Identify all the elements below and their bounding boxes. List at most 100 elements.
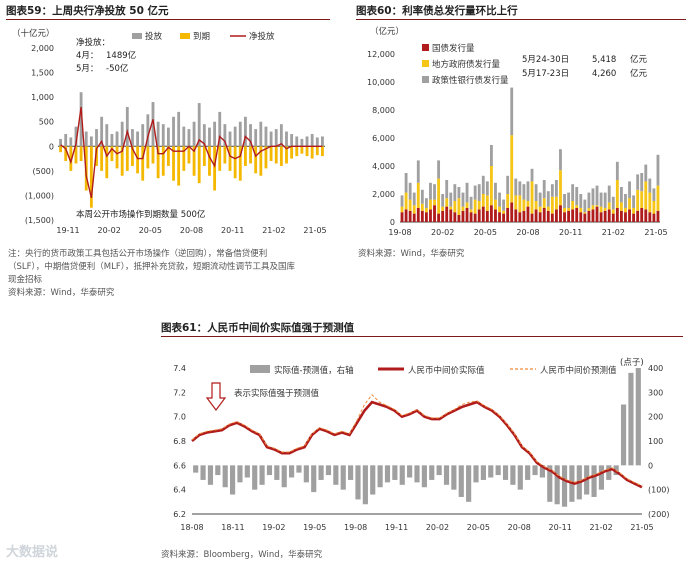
fig59-bar-inject (166, 127, 170, 147)
fig59-bar-inject (269, 131, 273, 147)
fig59-xtick-label: 20-11 (221, 226, 244, 235)
fig61-xtick-label: 19-05 (303, 523, 326, 532)
fig60-bar-policy (611, 196, 615, 210)
fig60-bar-gov (514, 209, 518, 222)
fig59-bar-mature (187, 146, 191, 164)
fig60-bar-local (502, 210, 506, 214)
fig61-ytick-label: 7.2 (173, 388, 186, 397)
fig59-bar-inject (321, 136, 324, 147)
fig60-bar-gov (632, 213, 636, 222)
fig60-bar-policy (526, 181, 530, 201)
fig60-bar-local (644, 181, 648, 210)
fig61-bar-diff (517, 465, 523, 490)
fig59-bar-inject (213, 121, 217, 147)
fig59-legend-inject-swatch (132, 33, 142, 39)
fig61-bar-diff (451, 465, 457, 490)
fig60-legend-gov-swatch (422, 44, 429, 51)
fig60-bar-gov (611, 213, 615, 222)
fig60-bar-policy (522, 184, 526, 200)
fig60-bar-policy (619, 187, 623, 203)
fig60-bar-policy (534, 184, 538, 201)
fig60-bar-policy (636, 174, 640, 190)
fig59-bar-inject (120, 121, 124, 147)
fig60-bar-gov (506, 208, 510, 222)
fig59-bar-inject (249, 124, 252, 147)
fig60-bar-local (591, 205, 595, 210)
fig59-bar-mature (315, 146, 319, 156)
fig61-y2tick-label: (200) (648, 510, 670, 519)
fig60-bar-gov (534, 209, 538, 222)
fig61-bar-diff (525, 465, 531, 480)
fig61-xtick-label: 20-11 (549, 523, 572, 532)
fig60-bar-policy (550, 184, 554, 197)
fig61-bar-diff (193, 465, 199, 473)
fig59-bar-inject (156, 121, 160, 147)
fig59-bar-mature (136, 146, 139, 174)
fig60-bar-gov (449, 209, 453, 222)
fig59-bar-inject (110, 134, 114, 147)
fig60-bar-gov (473, 213, 477, 222)
fig61-bar-diff (606, 465, 612, 480)
fig59-bar-inject (125, 106, 129, 147)
fig60-bar-local (420, 203, 424, 211)
fig59-bar-mature (100, 146, 104, 171)
fig60-bar-local (400, 206, 404, 213)
fig60-bar-local (449, 206, 453, 210)
fig59-chart: （十亿元） (1,500) (1,000) (500) 0 500 1,000 1,500 2… (12, 28, 327, 235)
fig61-bar-diff (318, 465, 324, 480)
fig59-bar-inject (59, 138, 62, 147)
fig60-ytick-label: 0 (390, 218, 395, 227)
fig59-ytick-label: 1,500 (31, 69, 54, 78)
fig60-bar-policy (538, 192, 542, 207)
fig61-y2tick-label: 200 (648, 413, 663, 422)
fig61-y2tick-label: 100 (648, 437, 663, 446)
fig59-bar-mature (120, 146, 124, 176)
fig61-ytick-label: 6.2 (173, 510, 186, 519)
fig61-bar-diff (554, 465, 560, 505)
fig60-bar-local (567, 208, 571, 211)
fig59-bar-inject (274, 129, 278, 147)
fig60-xtick-label: 21-02 (602, 228, 625, 235)
fig59-anno-may-val: -50亿 (106, 63, 128, 74)
fig60-bar-policy (412, 192, 416, 206)
fig61-xtick-label: 19-02 (262, 523, 285, 532)
fig61-arrow-label: 表示实际值强于预测值 (234, 388, 320, 399)
fig59-bar-inject (141, 124, 145, 147)
fig60-bar-gov (587, 210, 591, 222)
fig61-bar-diff (495, 465, 501, 476)
fig61-source: 资料来源：Bloomberg，Wind，华泰研究 (161, 550, 323, 560)
fig60-bar-gov (619, 210, 623, 222)
fig60-bar-gov (554, 209, 558, 222)
fig61-bar-diff (355, 465, 361, 500)
fig60-bar-policy (510, 87, 514, 136)
fig59-bar-mature (305, 146, 309, 157)
fig61-bar-diff (289, 465, 295, 478)
fig61-bar-diff (222, 465, 228, 488)
fig60-bar-policy (429, 182, 432, 200)
fig59-bar-mature (105, 146, 109, 179)
fig60-bar-policy (498, 192, 501, 207)
fig60-bar-gov (575, 208, 579, 222)
fig60-bar-local (514, 195, 518, 210)
fig59-xtick-label: 21-05 (303, 226, 326, 235)
fig60-source: 资料来源：Wind，华泰研究 (358, 249, 465, 259)
fig59-legend-net: 净投放 (249, 31, 275, 42)
fig59-bar-inject (115, 131, 119, 147)
fig59-bar-inject (218, 111, 222, 147)
fig61-bar-diff (510, 465, 516, 485)
fig60-bar-local (587, 208, 591, 211)
fig59-xtick-label: 19-11 (56, 226, 79, 235)
fig60-bar-policy (530, 168, 534, 182)
fig61-bar-diff (473, 465, 479, 483)
fig60-bar-policy (559, 149, 562, 171)
fig59-ytick-label: 500 (39, 118, 54, 127)
fig59-bar-mature (115, 146, 119, 169)
fig60-bar-local (652, 201, 656, 214)
fig61-ytick-label: 6.8 (173, 437, 186, 446)
fig60-bar-gov (441, 210, 445, 222)
fig60-ytick-label: 2,000 (372, 190, 395, 199)
fig59-bar-inject (172, 116, 175, 147)
fig61-bar-diff (620, 404, 627, 466)
fig60-chart: （亿元） 0 2,000 4,000 6,000 8,000 10,000 12,000 1… (367, 26, 668, 235)
fig59-ytick-label: (1,000) (25, 191, 54, 200)
